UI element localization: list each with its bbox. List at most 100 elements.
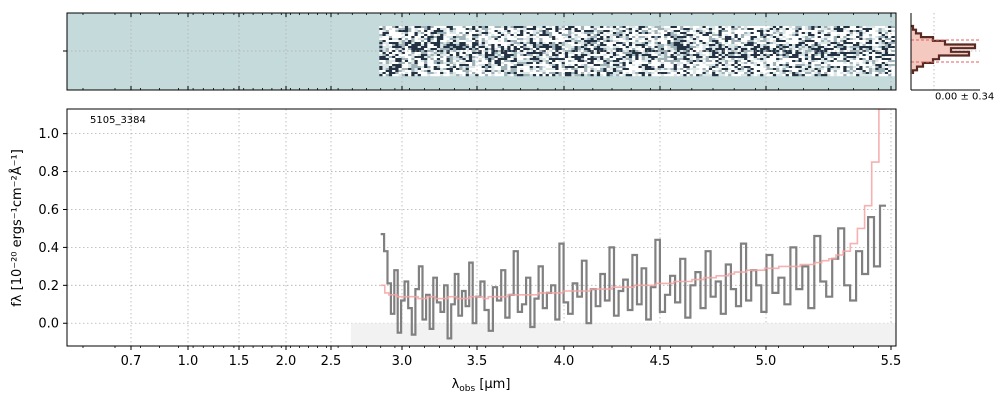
pixel-cell	[596, 70, 601, 73]
pixel-cell	[424, 66, 428, 69]
pixel-cell	[753, 34, 758, 37]
pixel-cell	[721, 34, 726, 37]
pixel-cell	[664, 28, 668, 31]
pixel-cell	[712, 46, 716, 49]
pixel-cell	[699, 44, 703, 47]
pixel-cell	[478, 56, 482, 59]
pixel-cell	[542, 48, 546, 51]
pixel-cell	[753, 46, 758, 49]
pixel-cell	[875, 54, 879, 57]
pixel-cell	[776, 60, 780, 63]
pixel-cell	[513, 38, 518, 41]
pixel-cell	[532, 36, 537, 39]
pixel-cell	[763, 64, 767, 67]
pixel-cell	[705, 42, 710, 45]
pixel-cell	[587, 50, 591, 53]
pixel-cell	[577, 32, 582, 35]
pixel-cell	[536, 62, 540, 65]
pixel-cell	[443, 44, 447, 47]
pixel-cell	[875, 64, 879, 67]
pixel-cell	[468, 60, 473, 63]
pixel-cell	[859, 50, 863, 53]
pixel-cell	[731, 54, 735, 57]
pixel-cell	[472, 48, 476, 51]
pixel-cell	[737, 30, 742, 33]
pixel-cell	[779, 26, 783, 29]
pixel-cell	[760, 72, 764, 75]
pixel-cell	[884, 58, 889, 61]
pixel-cell	[817, 32, 822, 35]
pixel-cell	[606, 40, 610, 43]
pixel-cell	[824, 50, 828, 53]
pixel-cell	[558, 34, 562, 37]
pixel-cell	[830, 52, 834, 55]
pixel-cell	[539, 42, 543, 45]
pixel-cell	[801, 46, 806, 49]
pixel-cell	[747, 26, 751, 29]
pixel-cell	[404, 74, 409, 77]
pixel-cell	[635, 56, 639, 59]
pixel-cell	[788, 74, 793, 77]
pixel-cell	[404, 60, 409, 63]
pixel-cell	[878, 64, 882, 67]
pixel-cell	[635, 44, 639, 47]
pixel-cell	[616, 50, 620, 53]
pixel-cell	[564, 56, 569, 59]
pixel-cell	[747, 56, 751, 59]
pixel-cell	[456, 74, 460, 77]
pixel-cell	[628, 40, 633, 43]
pixel-cell	[468, 28, 473, 31]
pixel-cell	[430, 44, 434, 47]
pixel-cell	[878, 58, 882, 61]
pixel-cell	[587, 26, 591, 29]
pixel-cell	[667, 40, 671, 43]
pixel-cell	[779, 40, 783, 43]
pixel-cell	[724, 64, 729, 67]
pixel-cell	[411, 74, 415, 77]
pixel-cell	[577, 34, 582, 37]
pixel-cell	[721, 32, 726, 35]
pixel-cell	[440, 66, 444, 69]
pixel-cell	[379, 38, 383, 41]
pixel-cell	[830, 36, 834, 39]
pixel-cell	[849, 72, 854, 75]
pixel-cell	[520, 26, 524, 29]
pixel-cell	[456, 60, 460, 63]
pixel-cell	[433, 54, 438, 57]
pixel-cell	[756, 72, 761, 75]
pixel-cell	[728, 54, 732, 57]
pixel-cell	[750, 72, 754, 75]
pixel-cell	[574, 66, 578, 69]
pixel-cell	[548, 26, 553, 29]
pixel-cell	[785, 68, 790, 71]
pixel-cell	[718, 62, 722, 65]
pixel-cell	[632, 28, 636, 31]
pixel-cell	[718, 30, 722, 33]
pixel-cell	[737, 40, 742, 43]
pixel-cell	[443, 32, 447, 35]
pixel-cell	[408, 42, 412, 45]
pixel-cell	[785, 40, 790, 43]
pixel-cell	[660, 72, 665, 75]
pixel-cell	[776, 70, 780, 73]
pixel-cell	[875, 44, 879, 47]
pixel-cell	[635, 58, 639, 61]
pixel-cell	[779, 74, 783, 77]
pixel-cell	[510, 38, 514, 41]
pixel-cell	[763, 44, 767, 47]
pixel-cell	[737, 36, 742, 39]
pixel-cell	[798, 66, 802, 69]
pixel-cell	[452, 34, 457, 37]
pixel-cell	[814, 64, 818, 67]
pixel-cell	[449, 68, 454, 71]
pixel-cell	[552, 32, 556, 35]
pixel-cell	[766, 26, 770, 29]
pixel-cell	[510, 44, 514, 47]
pixel-cell	[728, 64, 732, 67]
pixel-cell	[740, 30, 745, 33]
pixel-cell	[660, 36, 665, 39]
pixel-cell	[779, 60, 783, 63]
pixel-cell	[516, 68, 521, 71]
pixel-cell	[446, 32, 450, 35]
pixel-cell	[804, 74, 809, 77]
